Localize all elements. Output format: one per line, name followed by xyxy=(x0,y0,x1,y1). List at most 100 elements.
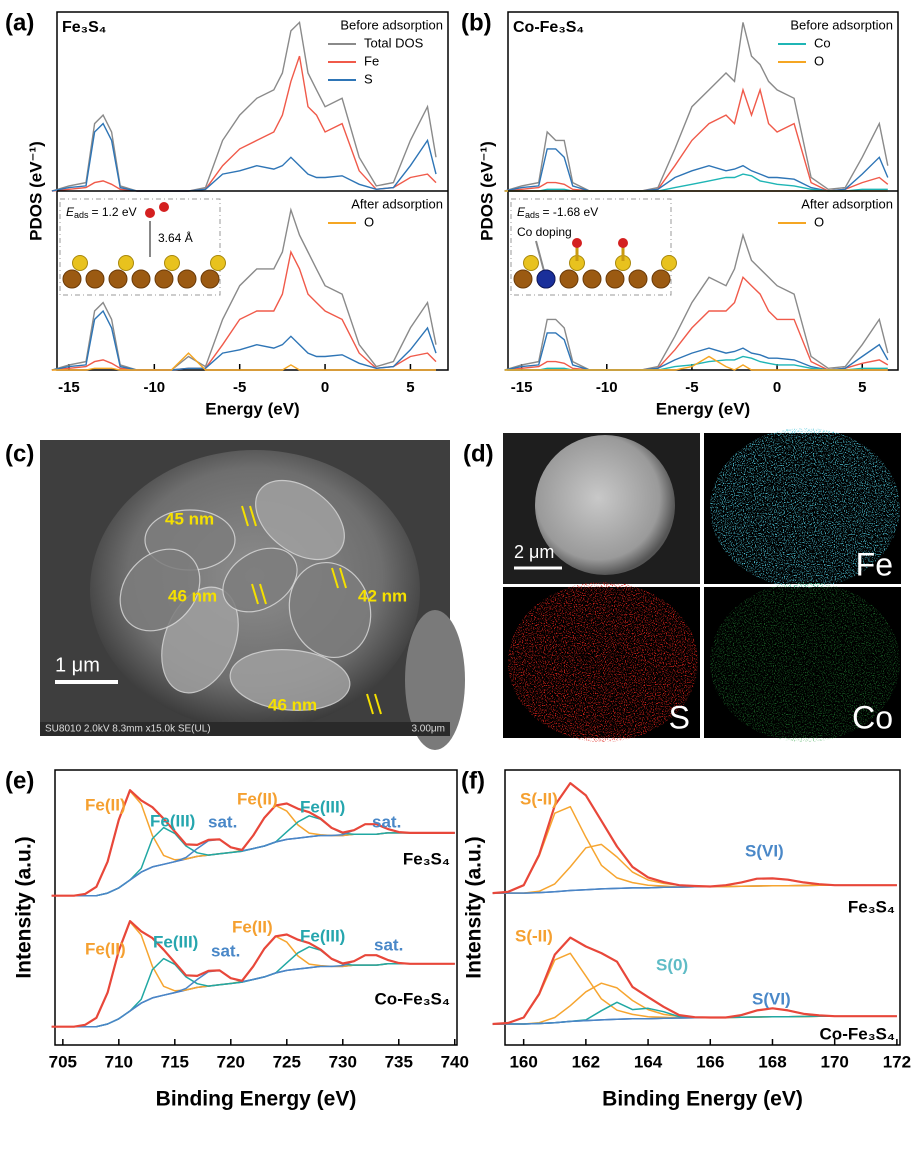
panel-caption: Before adsorption xyxy=(790,17,893,32)
element-map xyxy=(710,582,900,742)
x-tick-label: 172 xyxy=(883,1052,911,1071)
spectrum-line xyxy=(492,1001,897,1025)
atom-fe xyxy=(154,269,174,289)
x-tick-label: 705 xyxy=(49,1052,77,1071)
x-tick-label: -15 xyxy=(511,379,533,396)
atom-o xyxy=(159,202,169,212)
panel-label: (f) xyxy=(461,767,485,794)
dos-line xyxy=(504,232,889,371)
adsorption-energy: Eads = 1.2 eV xyxy=(66,205,137,220)
scale-bar-label: 2 μm xyxy=(514,542,554,562)
dos-line xyxy=(504,87,889,192)
x-tick-label: 725 xyxy=(273,1052,301,1071)
spectrum-label: Co-Fe₃S₄ xyxy=(375,989,450,1008)
petal xyxy=(288,561,372,659)
x-tick-label: 5 xyxy=(406,379,414,396)
legend-label: O xyxy=(814,214,824,229)
peak-annotation: Fe(III) xyxy=(150,811,195,830)
panel-label: (c) xyxy=(5,440,34,467)
doping-note: Co doping xyxy=(517,225,572,239)
sem-footer-band xyxy=(40,722,450,736)
x-tick-label: 0 xyxy=(321,379,329,396)
sem-footer-right: 3.00μm xyxy=(411,724,445,735)
x-tick-label: -5 xyxy=(685,379,698,396)
element-label: Fe xyxy=(856,546,893,582)
legend-label: S xyxy=(364,71,373,86)
x-tick-label: -10 xyxy=(143,379,165,396)
peak-annotation: Fe(III) xyxy=(153,932,198,951)
dos-line xyxy=(504,148,889,192)
measurement: 42 nm xyxy=(358,586,407,605)
atom-s xyxy=(523,255,539,271)
spectrum-line xyxy=(51,946,455,1028)
atom-fe xyxy=(559,269,579,289)
doping-arrow xyxy=(535,240,545,272)
x-tick-label: -5 xyxy=(233,379,246,396)
panel-label: (b) xyxy=(461,9,492,36)
dos-line xyxy=(504,22,889,192)
dos-line xyxy=(504,332,889,371)
atom-fe xyxy=(513,269,533,289)
peak-annotation: Fe(III) xyxy=(300,926,345,945)
dos-line xyxy=(504,276,889,371)
atom-o xyxy=(572,238,582,248)
dos-line xyxy=(51,309,437,371)
x-tick-label: 710 xyxy=(105,1052,133,1071)
atom-o xyxy=(618,238,628,248)
measurement: 45 nm xyxy=(165,509,214,528)
x-tick-label: -10 xyxy=(596,379,618,396)
peak-annotation: S(VI) xyxy=(752,989,791,1008)
measure-mark xyxy=(259,583,267,605)
energy-symbol: E xyxy=(517,205,526,219)
peak-annotation: S(VI) xyxy=(745,841,784,860)
atom-fe xyxy=(582,269,602,289)
atom-o xyxy=(145,208,155,218)
peak-annotation: Fe(II) xyxy=(232,917,273,936)
petal xyxy=(229,649,351,711)
dos-line xyxy=(51,249,437,371)
x-axis-label: Energy (eV) xyxy=(656,399,750,418)
dos-line xyxy=(51,207,437,371)
atom-s xyxy=(72,255,88,271)
peak-annotation: Fe(II) xyxy=(85,795,126,814)
x-tick-label: 730 xyxy=(329,1052,357,1071)
spectrum-line xyxy=(492,952,897,1025)
atom-s xyxy=(164,255,180,271)
peak-annotation: Fe(II) xyxy=(85,939,126,958)
panel-label: (a) xyxy=(5,9,34,36)
sem-particle xyxy=(535,435,675,575)
atom-s xyxy=(118,255,134,271)
panel-caption: After adsorption xyxy=(801,196,893,211)
energy-subscript: ads xyxy=(74,210,89,220)
spectrum-line xyxy=(51,920,455,1028)
panel-label: (e) xyxy=(5,767,34,794)
x-tick-label: -15 xyxy=(58,379,80,396)
energy-value: = -1.68 eV xyxy=(543,205,599,219)
y-axis-label: Intensity (a.u.) xyxy=(13,836,36,978)
element-label: Co xyxy=(852,699,893,735)
dos-line xyxy=(51,352,436,371)
y-axis-label: PDOS (eV⁻¹) xyxy=(477,141,496,241)
panel-caption: Before adsorption xyxy=(340,17,443,32)
atom-fe xyxy=(200,269,220,289)
peak-annotation: sat. xyxy=(211,941,240,960)
x-tick-label: 720 xyxy=(217,1052,245,1071)
sample-label: Fe₃S₄ xyxy=(62,19,106,36)
spectrum-line xyxy=(51,789,455,897)
measure-mark xyxy=(249,505,257,527)
spectrum-line xyxy=(492,782,897,895)
x-tick-label: 162 xyxy=(572,1052,600,1071)
atom-fe xyxy=(177,269,197,289)
x-tick-label: 170 xyxy=(820,1052,848,1071)
dos-line xyxy=(504,355,888,371)
x-tick-label: 715 xyxy=(161,1052,189,1071)
legend-label: Total DOS xyxy=(364,35,424,50)
x-tick-label: 0 xyxy=(773,379,781,396)
spectrum-line xyxy=(492,936,897,1026)
panel-caption: After adsorption xyxy=(351,196,443,211)
peak-annotation: S(-II) xyxy=(520,789,558,808)
legend-label: Fe xyxy=(364,53,379,68)
energy-value: = 1.2 eV xyxy=(92,205,137,219)
adsorption-energy: Eads = -1.68 eV xyxy=(517,205,598,220)
